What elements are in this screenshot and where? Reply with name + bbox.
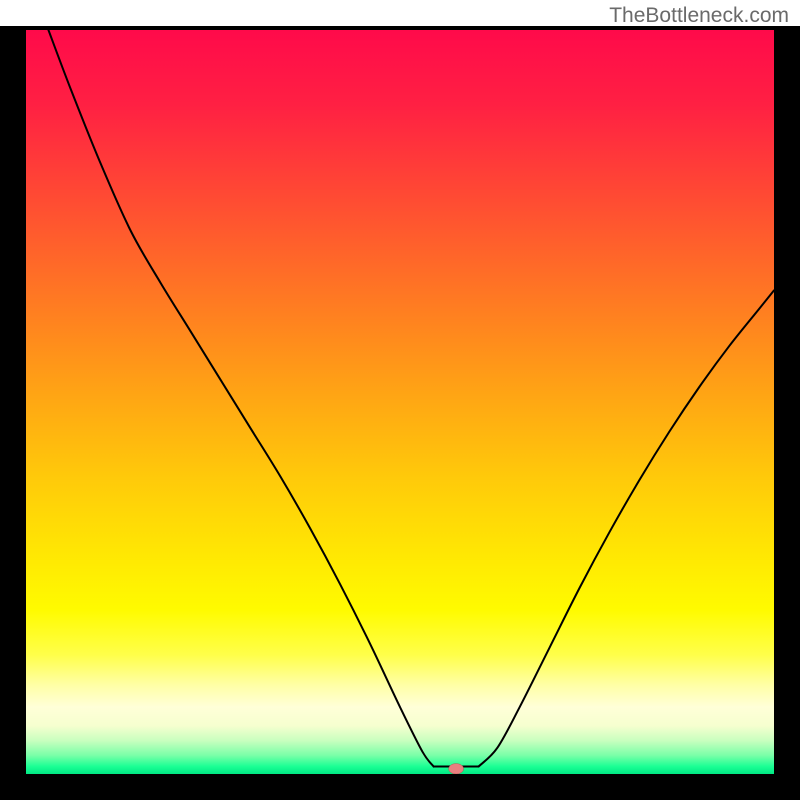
plot-background [26,30,774,774]
frame-left [0,30,26,800]
attribution-text: TheBottleneck.com [609,4,789,27]
frame-right [774,30,800,800]
optimal-marker [449,764,464,774]
frame-bottom [0,774,800,800]
bottleneck-chart: TheBottleneck.com [0,0,800,800]
